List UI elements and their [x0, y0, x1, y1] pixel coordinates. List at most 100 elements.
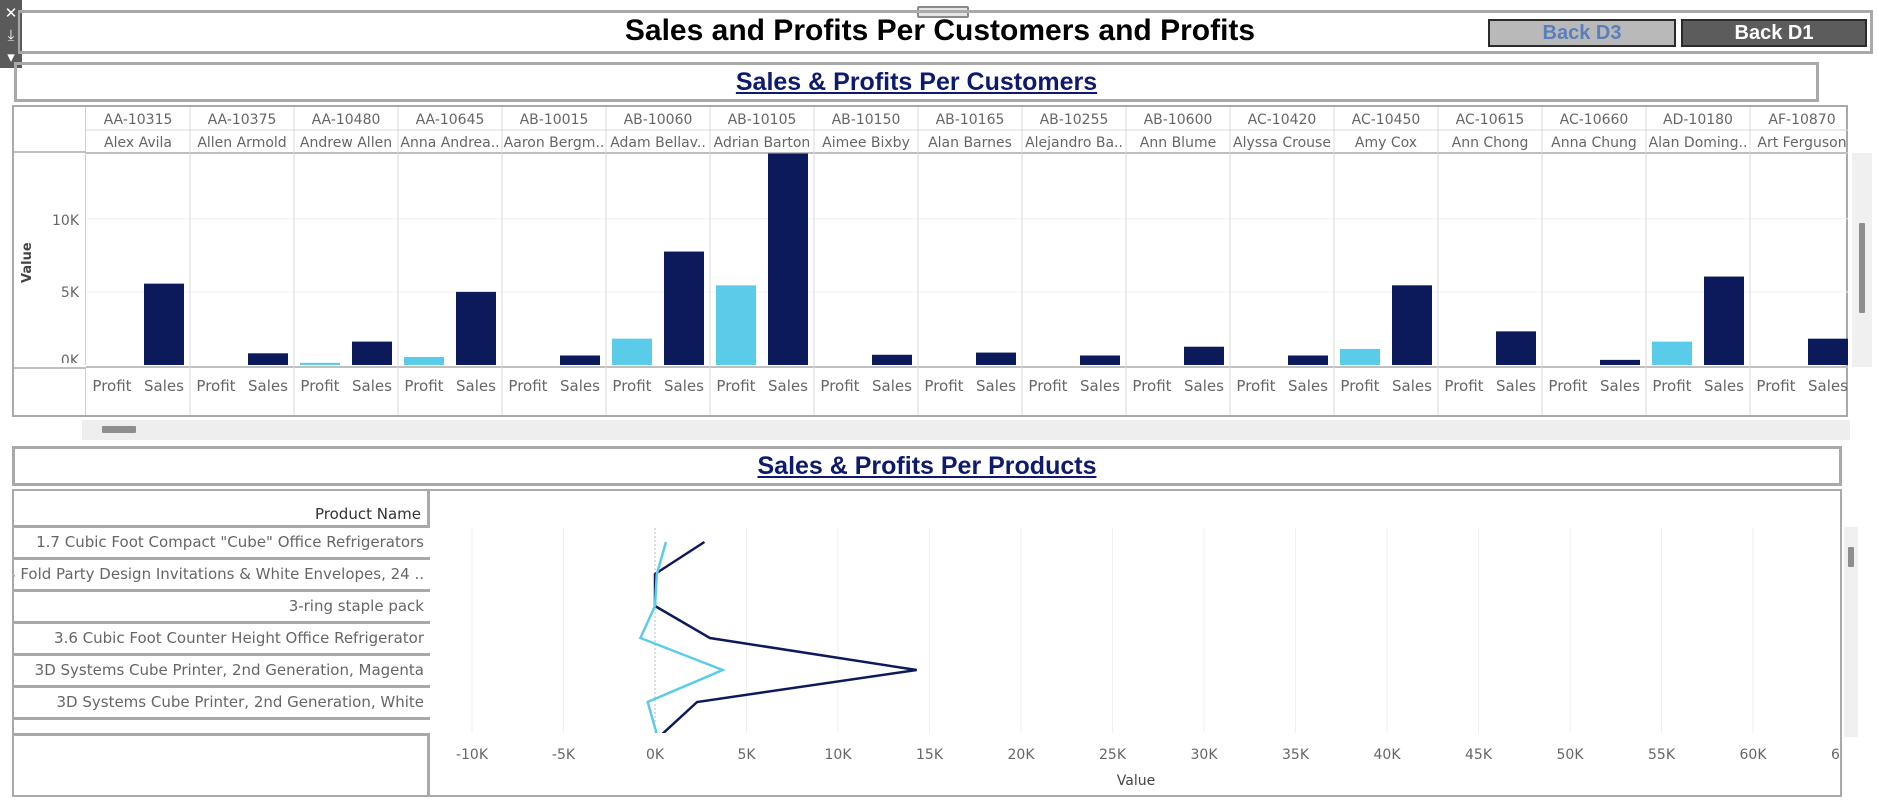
y-axis: Value 10K 5K 0K — [14, 153, 86, 365]
measure-label: Profit — [196, 377, 235, 395]
profit-bar[interactable] — [1340, 348, 1380, 365]
vertical-scrollbar[interactable] — [1844, 527, 1858, 737]
customer-id-label: AA-10315 — [104, 112, 173, 128]
product-name-label[interactable]: 1.7 Cubic Foot Compact "Cube" Office Ref… — [36, 533, 424, 551]
customer-id-label: AC-10450 — [1352, 112, 1421, 128]
measure-label: Sales — [1496, 377, 1536, 395]
sales-bar[interactable] — [560, 355, 600, 365]
x-tick-label: 20K — [1008, 747, 1036, 763]
sales-bar[interactable] — [1496, 331, 1536, 365]
customer-name-label: Anna Chung — [1551, 135, 1637, 151]
measure-label: Sales — [248, 377, 288, 395]
measure-label: Sales — [144, 377, 184, 395]
customer-name-label: Art Ferguson — [1757, 135, 1846, 151]
x-tick-label: 25K — [1099, 747, 1127, 763]
y-axis-label: Value — [20, 242, 35, 283]
sales-bar[interactable] — [1080, 355, 1120, 365]
customer-id-label: AB-10015 — [520, 112, 589, 128]
sales-bar[interactable] — [456, 291, 496, 365]
product-name-label[interactable]: 3D Systems Cube Printer, 2nd Generation,… — [35, 661, 424, 679]
x-tick-label: 15K — [916, 747, 944, 763]
sales-bar[interactable] — [872, 354, 912, 365]
x-tick-label: 0K — [646, 747, 665, 763]
measure-label: Profit — [1028, 377, 1067, 395]
measure-label: Profit — [404, 377, 443, 395]
sales-bar[interactable] — [352, 341, 392, 365]
customer-name-label: Ann Chong — [1452, 135, 1529, 151]
product-name-label[interactable]: 3.6 Cubic Foot Counter Height Office Ref… — [54, 629, 425, 647]
product-name-label[interactable]: 1/4 Fold Party Design Invitations & Whit… — [14, 565, 424, 583]
customer-id-label: AB-10255 — [1040, 112, 1109, 128]
close-icon[interactable]: ✕ — [4, 4, 18, 22]
product-name-label[interactable]: 3-ring staple pack — [289, 597, 425, 615]
measure-label: Sales — [352, 377, 392, 395]
vertical-scrollbar[interactable] — [1852, 153, 1872, 367]
row-divider — [14, 557, 430, 560]
x-tick-label: 45K — [1465, 747, 1493, 763]
product-name-header-label: Product Name — [315, 505, 421, 523]
customer-id-label: AC-10660 — [1560, 112, 1629, 128]
x-tick-label: 55K — [1648, 747, 1676, 763]
sales-bar[interactable] — [1288, 355, 1328, 365]
x-tick-label: 50K — [1557, 747, 1585, 763]
row-divider — [14, 685, 430, 688]
measure-label: Sales — [664, 377, 704, 395]
measure-label: Sales — [1080, 377, 1120, 395]
products-line-chart: -10K -5K 0K 5K 10K 15K 20K 25K 30K 35K 40K 45K 50K 55… — [14, 528, 1840, 789]
back-d1-button[interactable]: Back D1 — [1681, 19, 1867, 47]
measure-label: Sales — [976, 377, 1016, 395]
measure-label: Profit — [1236, 377, 1275, 395]
row-divider — [14, 717, 430, 720]
customer-name-label: Aimee Bixby — [822, 135, 910, 151]
sales-series-line[interactable] — [653, 540, 917, 734]
sales-bar[interactable] — [248, 353, 288, 365]
profit-bar[interactable] — [1652, 341, 1692, 365]
customer-name-label: Allen Armold — [197, 135, 286, 151]
measure-label: Profit — [1444, 377, 1483, 395]
sales-bar[interactable] — [1392, 285, 1432, 365]
more-options-icon[interactable]: ▾ — [7, 48, 15, 66]
x-tick-label: 60K — [1740, 747, 1768, 763]
measure-label: Profit — [924, 377, 963, 395]
scroll-thumb[interactable] — [102, 426, 136, 433]
measure-label: Sales — [1288, 377, 1328, 395]
profit-bar[interactable] — [404, 356, 444, 365]
x-axis-label: Value — [1117, 773, 1155, 789]
sales-bar[interactable] — [976, 352, 1016, 365]
customer-id-label: AB-10105 — [728, 112, 797, 128]
measure-label: Sales — [1808, 377, 1848, 395]
x-tick-label: 40K — [1374, 747, 1402, 763]
profit-series-line[interactable] — [638, 541, 727, 734]
sales-bar[interactable] — [1600, 359, 1640, 365]
sales-bar[interactable] — [768, 153, 808, 365]
scroll-thumb[interactable] — [1859, 223, 1865, 313]
x-tick-label: -10K — [456, 747, 489, 763]
scroll-thumb[interactable] — [1848, 547, 1854, 567]
sales-bar[interactable] — [1184, 346, 1224, 365]
sales-bar[interactable] — [1808, 338, 1848, 365]
x-tick-label: 30K — [1191, 747, 1219, 763]
product-name-label[interactable]: 3D Systems Cube Printer, 2nd Generation,… — [57, 693, 425, 711]
customer-id-label: AB-10150 — [832, 112, 901, 128]
horizontal-scrollbar[interactable] — [82, 420, 1850, 440]
profit-bar[interactable] — [716, 285, 756, 365]
back-d3-button[interactable]: Back D3 — [1488, 19, 1676, 47]
customer-id-label: AB-10165 — [936, 112, 1005, 128]
axis-corner — [14, 733, 430, 797]
measure-label: Sales — [1184, 377, 1224, 395]
customer-id-label: AA-10480 — [312, 112, 381, 128]
pin-icon[interactable]: ⤓ — [7, 26, 15, 44]
customer-id-label: AC-10420 — [1248, 112, 1317, 128]
measure-label: Profit — [1548, 377, 1587, 395]
customers-section-banner: Sales & Profits Per Customers — [14, 62, 1819, 102]
customers-bar-chart: AA-10315 Alex Avila Profit Sales AA-10375 All… — [86, 107, 1848, 415]
sales-bar[interactable] — [144, 283, 184, 365]
measure-label: Sales — [1392, 377, 1432, 395]
profit-bar[interactable] — [300, 362, 340, 365]
sales-bar[interactable] — [1704, 276, 1744, 365]
y-tick-label: 10K — [52, 213, 79, 229]
sales-bar[interactable] — [664, 251, 704, 365]
page-title: Sales and Profits Per Customers and Prof… — [624, 14, 1256, 47]
profit-bar[interactable] — [612, 338, 652, 365]
row-divider — [14, 621, 430, 624]
